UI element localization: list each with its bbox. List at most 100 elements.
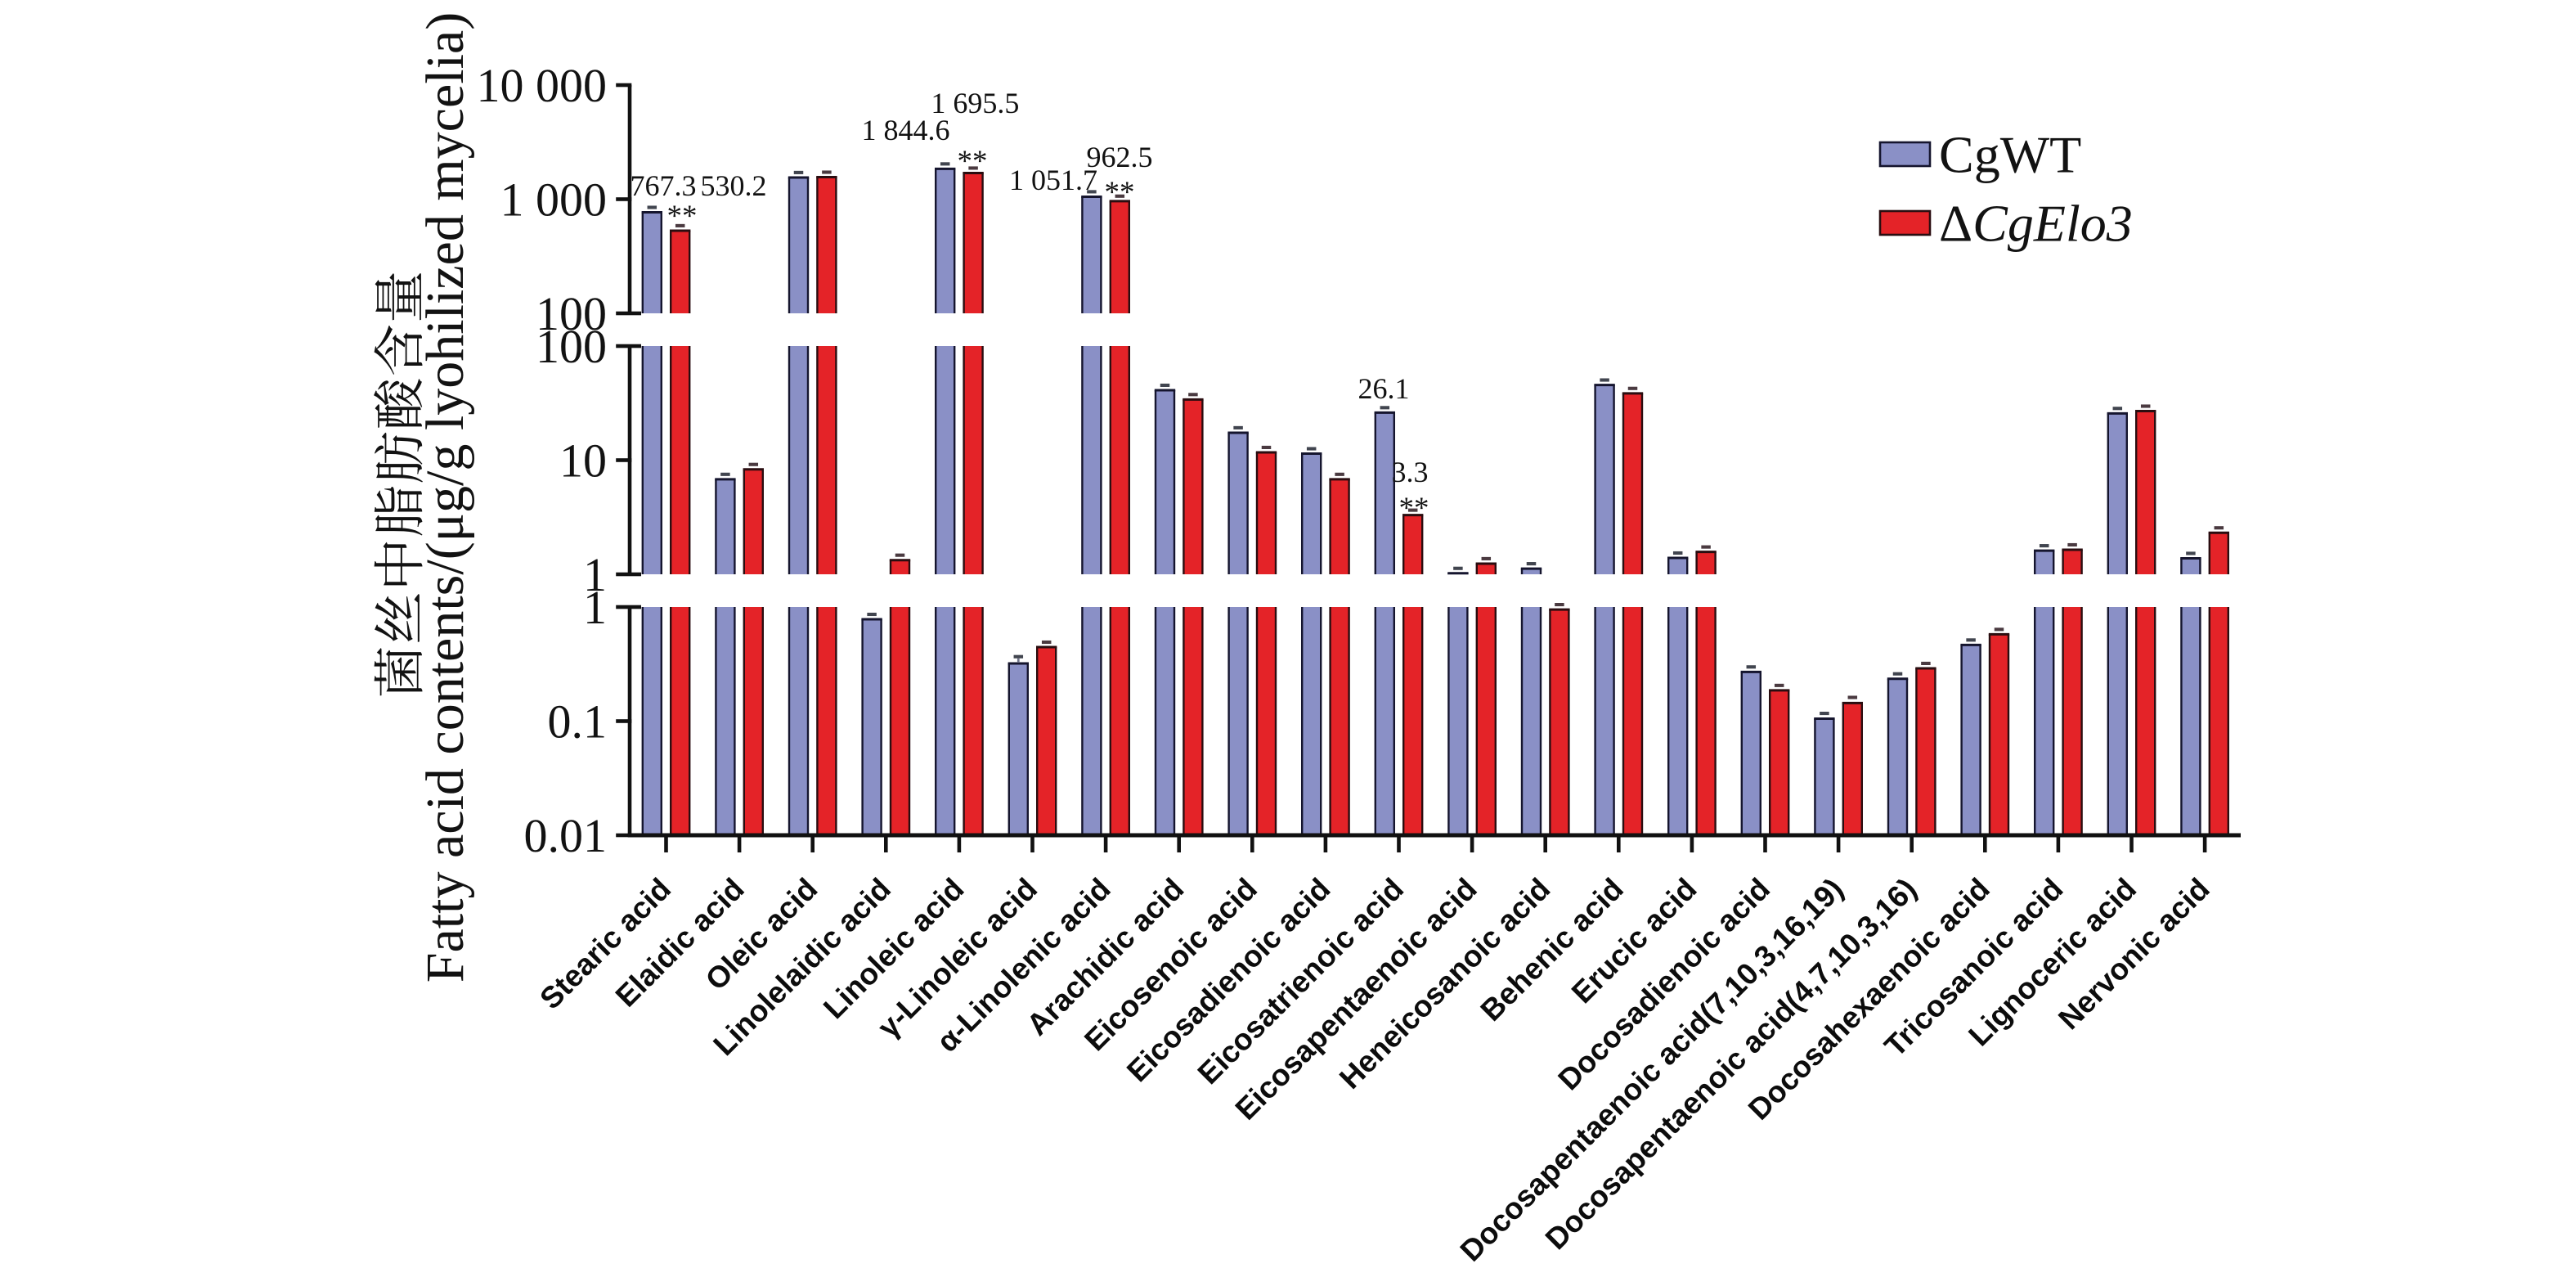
bar-fill (1403, 607, 1423, 835)
bar-fill (1741, 672, 1761, 835)
cjk-glyph (374, 326, 423, 375)
bar-ΔCgElo3-12 (1549, 603, 1570, 835)
bar-fill (1183, 399, 1203, 574)
bar-fill (642, 607, 662, 835)
bar-fill (817, 607, 837, 835)
x-tick (1177, 835, 1181, 852)
bar-fill (963, 173, 983, 313)
annotations-layer: 767.3 530.2**1 844.61 695.5**1 051.7962.5… (631, 87, 1429, 525)
y-tick (616, 605, 641, 609)
bar-fill (1916, 668, 1936, 835)
bar-ΔCgElo3-2 (816, 170, 837, 835)
bar-ΔCgElo3-3 (889, 553, 911, 835)
x-tick (1910, 835, 1914, 852)
bar-ΔCgElo3-14 (1695, 545, 1717, 835)
bar-fill (2107, 413, 2127, 574)
bar-fill (2062, 550, 2082, 574)
bar-CgWT-11 (1447, 566, 1469, 835)
bar-CgWT-12 (1520, 562, 1542, 835)
legend-label: CgWT (1939, 125, 2081, 183)
annotation-value-mut: 3.3 (1392, 456, 1429, 488)
bar-fill (1961, 645, 1981, 835)
bar-ΔCgElo3-5 (1035, 640, 1057, 835)
bar-ΔCgElo3-15 (1768, 683, 1790, 835)
y-tick (616, 344, 641, 348)
bar-fill (1522, 607, 1541, 835)
bar-fill (1403, 515, 1423, 574)
bar-fill (642, 346, 662, 574)
bar-fill (743, 469, 763, 574)
bar-fill (1623, 607, 1642, 835)
bar-CgWT-3 (861, 612, 882, 835)
annotation-value-wt: 26.1 (1358, 372, 1410, 405)
bar-fill (963, 607, 983, 835)
bar-fill (1668, 558, 1688, 574)
bar-ΔCgElo3-6 (1109, 194, 1131, 835)
bar-ΔCgElo3-0 (670, 223, 691, 835)
x-tick (1690, 835, 1694, 852)
bar-ΔCgElo3-4 (963, 166, 984, 835)
bar-fill (2035, 551, 2054, 574)
annotation-value-mut: 530.2 (701, 169, 767, 202)
y-tick-label: 100 (536, 320, 607, 373)
cjk-glyph (375, 272, 421, 321)
bar-CgWT-14 (1667, 551, 1689, 835)
bar-fill (789, 177, 808, 313)
bar-fill (1842, 703, 1862, 835)
y-tick (616, 83, 632, 88)
bar-fill (1110, 346, 1129, 574)
bar-fill (1476, 563, 1496, 574)
bar-CgWT-7 (1154, 383, 1176, 835)
bar-fill (2209, 533, 2228, 574)
bar-ΔCgElo3-21 (2208, 526, 2230, 835)
bar-ΔCgElo3-20 (2134, 404, 2156, 835)
y-axis-title: Fatty acid contents/(μg/g lyohilized myc… (374, 12, 475, 982)
legend-label-delta: Δ (1939, 194, 1972, 252)
bar-fill (716, 479, 735, 574)
x-tick (1543, 835, 1547, 852)
y-tick (616, 311, 641, 316)
bar-fill (1008, 663, 1028, 835)
bar-CgWT-17 (1887, 672, 1909, 835)
bar-fill (789, 346, 808, 574)
y-tick-label: 10 000 (477, 59, 608, 112)
bar-fill (936, 607, 955, 835)
bar-fill (891, 607, 909, 835)
bar-fill (1888, 678, 1907, 835)
bar-fill (1082, 346, 1102, 574)
bar-CgWT-1 (715, 472, 736, 835)
bar-ΔCgElo3-17 (1915, 661, 1936, 835)
bar-fill (1183, 607, 1203, 835)
bar-fill (1815, 718, 1834, 835)
bar-CgWT-20 (2107, 407, 2129, 835)
bar-fill (1156, 607, 1174, 835)
bar-fill (1110, 200, 1129, 313)
annotation-significance: ** (1399, 492, 1429, 525)
cjk-glyph (374, 487, 423, 536)
x-tick (1397, 835, 1401, 852)
x-tick (1470, 835, 1474, 852)
bar-fill (2209, 607, 2228, 835)
bar-ΔCgElo3-16 (1842, 695, 1864, 835)
y-tick (616, 458, 632, 462)
x-tick (1030, 835, 1034, 852)
bar-ΔCgElo3-8 (1255, 445, 1277, 835)
cjk-glyph (375, 432, 423, 483)
annotation-value-mut: 962.5 (1087, 141, 1153, 173)
bar-fill (1302, 453, 1322, 574)
bar-fill (1257, 452, 1276, 574)
annotation-value-mut: 1 695.5 (931, 87, 1019, 119)
bar-fill (716, 607, 735, 835)
bar-fill (1082, 607, 1102, 835)
x-tick (2056, 835, 2061, 852)
y-tick-label: 100 (536, 287, 607, 340)
x-tick (664, 835, 668, 852)
bar-fill (1448, 607, 1468, 835)
annotation-value-wt: 1 844.6 (862, 114, 950, 146)
bar-fill (1696, 607, 1716, 835)
x-tick (1617, 835, 1621, 852)
bar-CgWT-18 (1960, 638, 1981, 835)
bar-fill (743, 607, 763, 835)
x-tick (2129, 835, 2134, 852)
